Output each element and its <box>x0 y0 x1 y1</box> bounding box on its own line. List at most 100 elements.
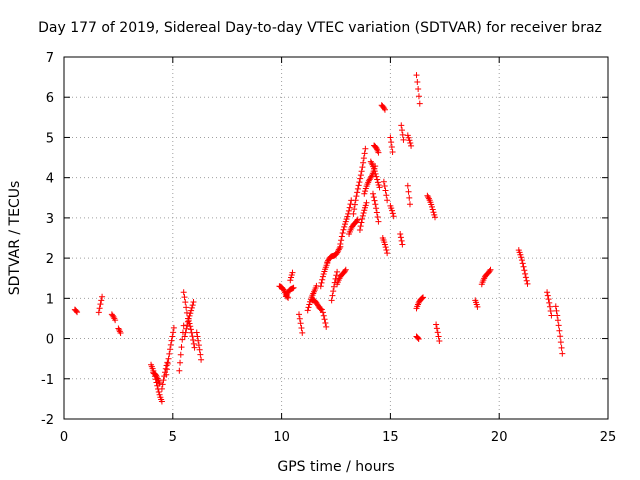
data-point <box>345 207 352 214</box>
data-point <box>318 279 325 286</box>
data-point <box>168 337 175 344</box>
data-point <box>373 173 380 180</box>
data-point <box>357 172 364 179</box>
data-point <box>414 335 421 342</box>
data-point <box>190 298 197 305</box>
data-point <box>153 372 160 379</box>
data-point <box>407 139 414 146</box>
y-tick-label: 4 <box>46 172 54 187</box>
data-point <box>187 323 194 330</box>
data-point <box>337 241 344 248</box>
data-point <box>520 263 527 270</box>
x-tick-label: 25 <box>600 430 617 445</box>
data-point <box>189 302 196 309</box>
data-point <box>474 303 481 310</box>
data-point <box>164 360 171 367</box>
data-point <box>372 201 379 208</box>
data-point <box>332 275 339 282</box>
data-point <box>342 268 349 275</box>
data-point <box>375 218 382 225</box>
data-point <box>329 292 336 299</box>
data-point <box>183 325 190 332</box>
data-point <box>350 210 357 217</box>
data-point <box>359 164 366 171</box>
data-point <box>361 207 368 214</box>
data-point <box>188 307 195 314</box>
data-point <box>158 385 165 392</box>
data-point <box>558 344 565 351</box>
data-point <box>289 269 296 276</box>
data-point <box>177 359 184 366</box>
data-point <box>370 194 377 201</box>
data-point <box>343 216 350 223</box>
data-point <box>388 139 395 146</box>
data-point <box>381 105 388 112</box>
data-point <box>545 296 552 303</box>
data-point <box>430 209 437 216</box>
data-point <box>362 145 369 152</box>
data-point <box>330 283 337 290</box>
data-point <box>198 356 205 363</box>
data-point <box>429 206 436 213</box>
data-point <box>181 333 188 340</box>
data-point <box>97 301 104 308</box>
data-point <box>190 340 197 347</box>
data-point <box>288 274 295 281</box>
data-point <box>344 213 351 220</box>
data-point <box>555 322 562 329</box>
data-point <box>290 284 297 291</box>
data-point <box>322 319 329 326</box>
data-point <box>547 308 554 315</box>
data-point <box>112 317 119 324</box>
data-point <box>330 288 337 295</box>
data-point <box>399 241 406 248</box>
data-point <box>418 295 425 302</box>
data-point <box>190 337 197 344</box>
data-point <box>381 241 388 248</box>
data-point <box>345 210 352 217</box>
data-point <box>170 324 177 331</box>
data-point <box>406 194 413 201</box>
data-point <box>185 317 192 324</box>
data-point <box>363 199 370 206</box>
x-tick-label: 10 <box>273 430 290 445</box>
data-point <box>99 293 106 300</box>
data-point <box>397 234 404 241</box>
axis-ticks <box>63 56 609 420</box>
data-point <box>548 312 555 319</box>
data-point <box>167 346 174 353</box>
data-point <box>346 204 353 211</box>
data-point <box>197 351 204 358</box>
data-point <box>117 329 124 336</box>
data-point <box>169 333 176 340</box>
data-point <box>357 175 364 182</box>
y-tick-label: 1 <box>46 292 54 307</box>
data-point <box>361 150 368 157</box>
data-point <box>341 223 348 230</box>
data-point <box>360 155 367 162</box>
data-point <box>347 201 354 208</box>
data-point <box>388 143 395 150</box>
data-point <box>433 325 440 332</box>
data-point <box>406 137 413 144</box>
data-point <box>166 350 173 357</box>
data-point <box>189 333 196 340</box>
data-point <box>110 313 117 320</box>
data-point <box>425 194 432 201</box>
plot-frame <box>63 56 609 420</box>
data-point <box>158 398 165 405</box>
data-point <box>559 350 566 357</box>
data-point <box>95 309 102 316</box>
data-point <box>371 168 378 175</box>
data-point <box>546 303 553 310</box>
data-point <box>361 190 368 197</box>
data-point <box>319 276 326 283</box>
data-point <box>338 237 345 244</box>
data-point <box>414 78 421 85</box>
data-point <box>552 303 559 310</box>
data-point <box>353 217 360 224</box>
data-point <box>305 304 312 311</box>
data-point <box>323 323 330 330</box>
data-point <box>382 187 389 194</box>
data-point <box>340 226 347 233</box>
